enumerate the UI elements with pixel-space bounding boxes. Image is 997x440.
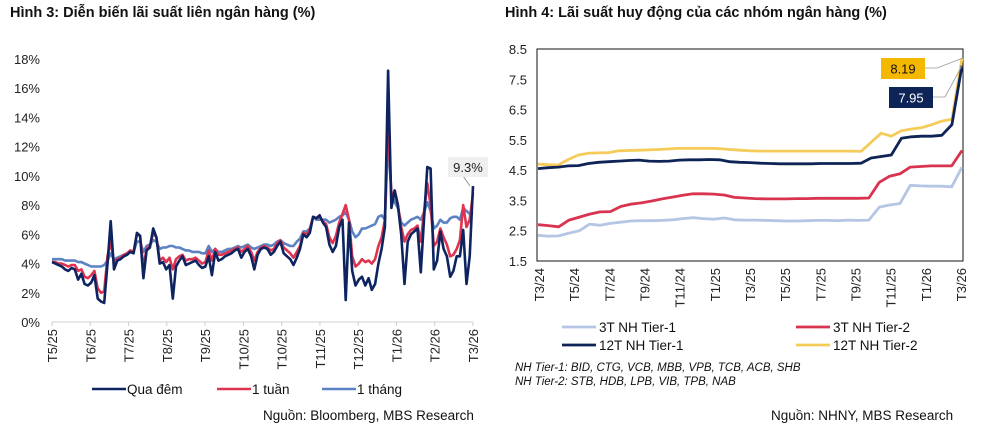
last-value-annotation: 9.3% — [448, 157, 488, 187]
series-lines — [51, 69, 475, 305]
annotation-box-12t-nh-tier-2 — [881, 58, 925, 79]
x-tick-label: T6/25 — [83, 329, 98, 362]
series-lines — [537, 58, 964, 238]
x-axis-ticks: T5/25 T6/25 T7/25 T8/25 T9/25 T10/25 T10/25 T11… — [45, 322, 481, 369]
y-tick-label: 6.5 — [509, 103, 527, 118]
y-axis-ticks: 1.5 2.5 3.5 4.5 5.5 6.5 7.5 8.5 — [509, 42, 527, 269]
annotation-label: 9.3% — [453, 160, 483, 175]
x-tick-label: T7/25 — [122, 329, 137, 362]
x-tick-label: T7/25 — [813, 268, 828, 301]
plot-frame — [536, 48, 964, 262]
annotation-label-12t-nh-tier-2: 8.19 — [890, 62, 915, 77]
series-line-12t-nh-tier-1 — [537, 65, 964, 170]
y-tick-label: 5.5 — [509, 133, 527, 148]
x-tick-label: T3/26 — [954, 268, 969, 301]
x-tick-label: T1/26 — [919, 268, 934, 301]
y-tick-label: 12% — [14, 140, 40, 155]
x-tick-label: T9/25 — [198, 329, 213, 362]
interbank-rate-chart: 0% 2% 4% 6% 8% 10% 12% 14% 16% 18% T5/25 T6/25 T7/2… — [14, 52, 488, 397]
legend-label-1-tu-n: 1 tuần — [252, 382, 290, 397]
y-tick-label: 7.5 — [509, 72, 527, 87]
x-tick-label: T5/24 — [567, 268, 582, 301]
tier-2-note: NH Tier-2: STB, HDB, LPB, VIB, TPB, NAB — [515, 376, 736, 388]
legend-label-1-th-ng: 1 tháng — [357, 382, 402, 397]
legend-label-qua-m: Qua đêm — [127, 382, 183, 397]
y-tick-label: 8% — [21, 198, 40, 213]
annotation-leader — [925, 58, 963, 69]
x-tick-label: T1/26 — [389, 329, 404, 362]
x-tick-label: T7/24 — [602, 268, 617, 301]
figure-3-title: Hình 3: Diễn biến lãi suất liên ngân hàn… — [10, 5, 316, 21]
x-tick-label: T5/25 — [45, 329, 60, 362]
y-tick-label: 14% — [14, 110, 40, 125]
x-tick-label: T12/25 — [351, 329, 366, 369]
annotation-label-12t-nh-tier-1: 7.95 — [898, 91, 923, 106]
legend: 3T NH Tier-1 3T NH Tier-2 12T NH Tier-1 12T… — [562, 320, 918, 353]
legend: Qua đêm 1 tuần 1 tháng — [92, 382, 402, 397]
x-tick-label: T3/24 — [532, 268, 547, 301]
annotation-box — [448, 157, 488, 177]
x-tick-label: T9/25 — [849, 268, 864, 301]
x-tick-label: T8/25 — [160, 329, 175, 362]
x-tick-label: T11/25 — [313, 329, 328, 369]
annotation-leader — [462, 175, 471, 187]
x-tick-label: T11/25 — [884, 268, 899, 308]
x-tick-label: T10/25 — [236, 329, 251, 369]
x-tick-label: T3/26 — [466, 329, 481, 362]
y-tick-label: 3.5 — [509, 193, 527, 208]
series-line-3t-nh-tier-1 — [537, 166, 964, 238]
x-tick-label: T9/24 — [638, 268, 653, 301]
y-tick-label: 4.5 — [509, 163, 527, 178]
legend-label-12t-nh-tier-1: 12T NH Tier-1 — [599, 338, 684, 353]
series-line-qua-m — [51, 69, 475, 305]
x-axis-ticks: T3/24 T5/24 T7/24 T9/24 T11/24 T1/25 T3/25 T5/2… — [532, 268, 969, 308]
series-line-3t-nh-tier-2 — [537, 149, 964, 229]
y-tick-label: 4% — [21, 257, 40, 272]
y-tick-label: 16% — [14, 81, 40, 96]
legend-label-12t-nh-tier-2: 12T NH Tier-2 — [833, 338, 918, 353]
x-tick-label: T1/25 — [708, 268, 723, 301]
y-tick-label: 10% — [14, 169, 40, 184]
value-annotations: 8.19 7.95 — [881, 58, 963, 108]
legend-label-3t-nh-tier-2: 3T NH Tier-2 — [833, 320, 910, 335]
x-tick-label: T11/24 — [673, 268, 688, 308]
series-line-12t-nh-tier-2 — [537, 58, 964, 167]
source-left: Nguồn: Bloomberg, MBS Research — [263, 408, 474, 423]
source-right: Nguồn: NHNY, MBS Research — [771, 408, 954, 423]
annotation-leader — [933, 65, 963, 98]
x-tick-label: T2/26 — [428, 329, 443, 362]
y-tick-label: 2% — [21, 286, 40, 301]
x-tick-label: T5/25 — [778, 268, 793, 301]
y-tick-label: 0% — [21, 315, 40, 330]
legend-label-3t-nh-tier-1: 3T NH Tier-1 — [599, 320, 676, 335]
y-tick-label: 2.5 — [509, 224, 527, 239]
y-axis-ticks: 0% 2% 4% 6% 8% 10% 12% 14% 16% 18% — [14, 52, 40, 330]
x-tick-label: T3/25 — [743, 268, 758, 301]
y-tick-label: 6% — [21, 227, 40, 242]
figure-4-title: Hình 4: Lãi suất huy động của các nhóm n… — [505, 5, 887, 21]
annotation-box-12t-nh-tier-1 — [889, 87, 933, 108]
tier-1-note: NH Tier-1: BID, CTG, VCB, MBB, VPB, TCB,… — [515, 362, 801, 374]
y-tick-label: 1.5 — [509, 254, 527, 269]
y-tick-label: 8.5 — [509, 42, 527, 57]
y-tick-label: 18% — [14, 52, 40, 67]
x-tick-label: T10/25 — [275, 329, 290, 369]
